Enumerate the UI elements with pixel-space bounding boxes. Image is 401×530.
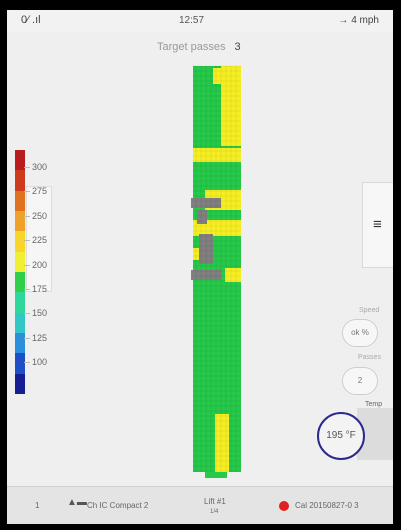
- map-region-gray: [191, 198, 221, 208]
- target-passes-label: Target passes: [157, 41, 226, 53]
- legend-tick-mark: [24, 289, 30, 290]
- menu-tab[interactable]: ≡: [362, 182, 393, 268]
- legend-tick-mark: [24, 167, 30, 168]
- legend-tick-label: 275: [32, 186, 48, 197]
- machine-icon: ▲▬: [67, 497, 87, 508]
- lane-sub: 1/4: [210, 509, 219, 515]
- map-region-gray: [199, 234, 213, 264]
- legend-tick-label: 200: [32, 259, 48, 270]
- machine-name[interactable]: Ch IC Compact 2: [87, 501, 149, 510]
- temp-button[interactable]: 195 °F: [317, 412, 365, 460]
- legend-swatch: [15, 190, 25, 211]
- target-passes-value: 3: [234, 41, 241, 53]
- legend-tick-label: 225: [32, 235, 48, 246]
- app-screen: 0∕ .ıl 12:57 → 4 mph Target passes 3 300…: [7, 10, 393, 524]
- compaction-map[interactable]: [7, 10, 393, 524]
- map-region-yellow: [215, 414, 229, 472]
- lane-label[interactable]: Lift #1: [204, 497, 226, 506]
- map-region-yellow: [225, 268, 241, 282]
- legend-swatch: [15, 271, 25, 293]
- legend-tick-mark: [24, 337, 30, 339]
- speed-control[interactable]: ok %: [342, 319, 378, 347]
- legend-tick-mark: [24, 191, 30, 193]
- passes-control[interactable]: 2: [342, 367, 378, 395]
- temp-label: Temp: [365, 401, 383, 408]
- map-region-gray: [191, 270, 221, 280]
- map-region-yellow: [193, 148, 241, 162]
- speed-label: Speed: [359, 307, 380, 314]
- bottom-bar: 1 ▲▬ Ch IC Compact 2 Lift #1 1/4 Cal 201…: [7, 486, 393, 524]
- signal-icon: 0∕ .ıl: [21, 14, 41, 26]
- legend-swatch: [15, 373, 25, 394]
- legend-swatch: [15, 210, 25, 232]
- passes-label: Passes: [358, 354, 381, 361]
- temperature-legend: [15, 150, 25, 394]
- legend-swatch: [15, 292, 25, 313]
- legend-swatch: [15, 231, 25, 252]
- legend-tick-mark: [24, 240, 30, 242]
- clock: 12:57: [179, 15, 205, 26]
- legend-tick-label: 150: [32, 308, 48, 319]
- legend-swatch: [15, 170, 25, 191]
- legend-tick-mark: [24, 215, 30, 217]
- legend-tick-label: 250: [32, 210, 48, 221]
- legend-tick-mark: [24, 313, 30, 315]
- target-passes: Target passes 3: [157, 41, 241, 53]
- legend-tick-label: 300: [32, 162, 48, 172]
- legend-swatch: [15, 353, 25, 374]
- legend-tick-label: 175: [32, 284, 48, 294]
- map-region-gray: [197, 210, 207, 224]
- bottom-index: 1: [35, 501, 40, 510]
- legend-swatch: [15, 332, 25, 354]
- speed-readout: → 4 mph: [338, 15, 379, 26]
- legend-swatch: [15, 251, 25, 272]
- legend-swatch: [15, 150, 25, 171]
- status-bar: 0∕ .ıl 12:57 → 4 mph: [7, 10, 393, 32]
- map-region-yellow: [221, 66, 241, 146]
- file-name[interactable]: Cal 20150827-0 3: [295, 501, 359, 510]
- legend-tick-label: 125: [32, 332, 48, 343]
- legend-tick-label: 100: [32, 357, 48, 368]
- legend-highlight: [26, 186, 52, 292]
- map-region-yellow: [213, 68, 225, 84]
- recording-icon: [279, 501, 289, 511]
- legend-tick-mark: [24, 264, 30, 266]
- legend-swatch: [15, 312, 25, 333]
- menu-icon[interactable]: ≡: [373, 216, 382, 233]
- legend-tick-mark: [24, 362, 30, 364]
- map-strip-green: [205, 472, 227, 478]
